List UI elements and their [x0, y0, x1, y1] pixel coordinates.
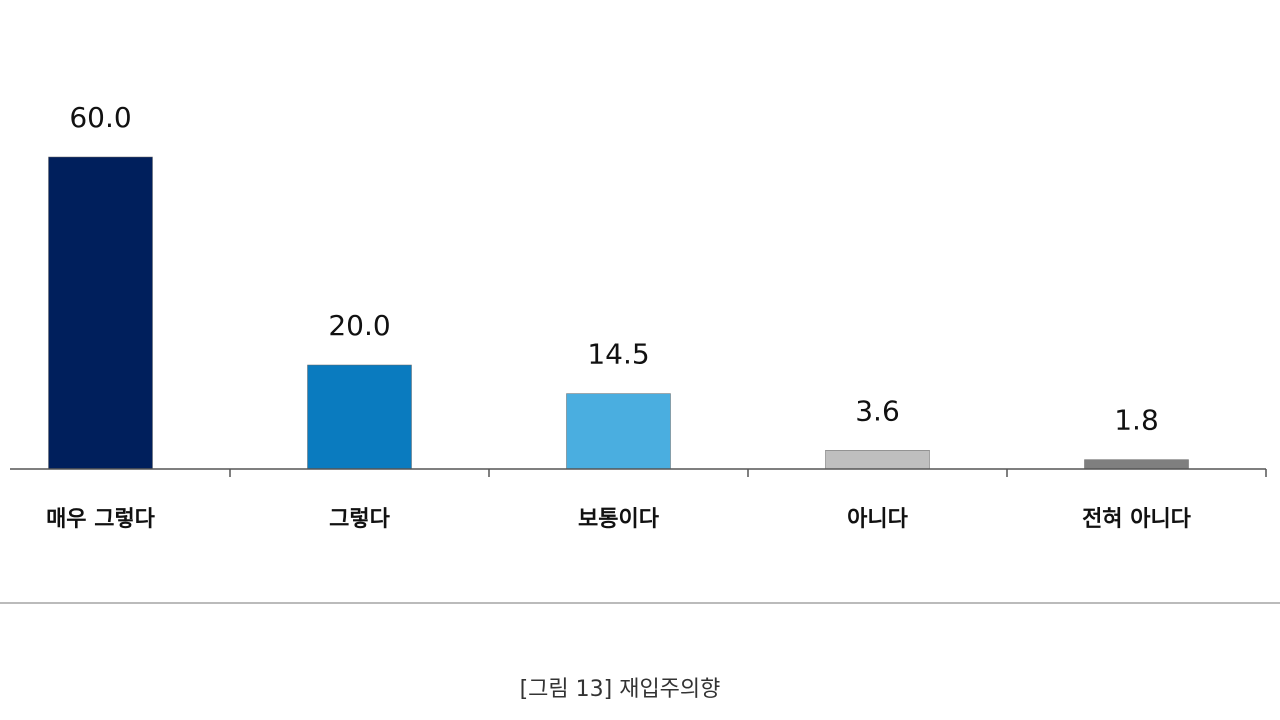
x-tick-label: 그렇다 [329, 507, 390, 532]
x-tick-label: 아니다 [847, 507, 908, 532]
bar [1084, 459, 1189, 470]
caption: [그림 13] 재입주의향 [520, 677, 721, 702]
value-label: 20.0 [328, 309, 390, 342]
bar [48, 156, 153, 470]
bar [566, 393, 671, 470]
value-label: 14.5 [587, 338, 649, 371]
x-tick-label: 보통이다 [578, 507, 660, 532]
value-label: 60.0 [69, 101, 131, 134]
x-tick-label: 매우 그렇다 [46, 507, 156, 532]
value-label: 1.8 [1114, 404, 1159, 437]
value-label: 3.6 [855, 394, 900, 427]
bar [307, 364, 412, 470]
x-tick-label: 전혀 아니다 [1082, 507, 1192, 532]
bar [825, 450, 930, 470]
